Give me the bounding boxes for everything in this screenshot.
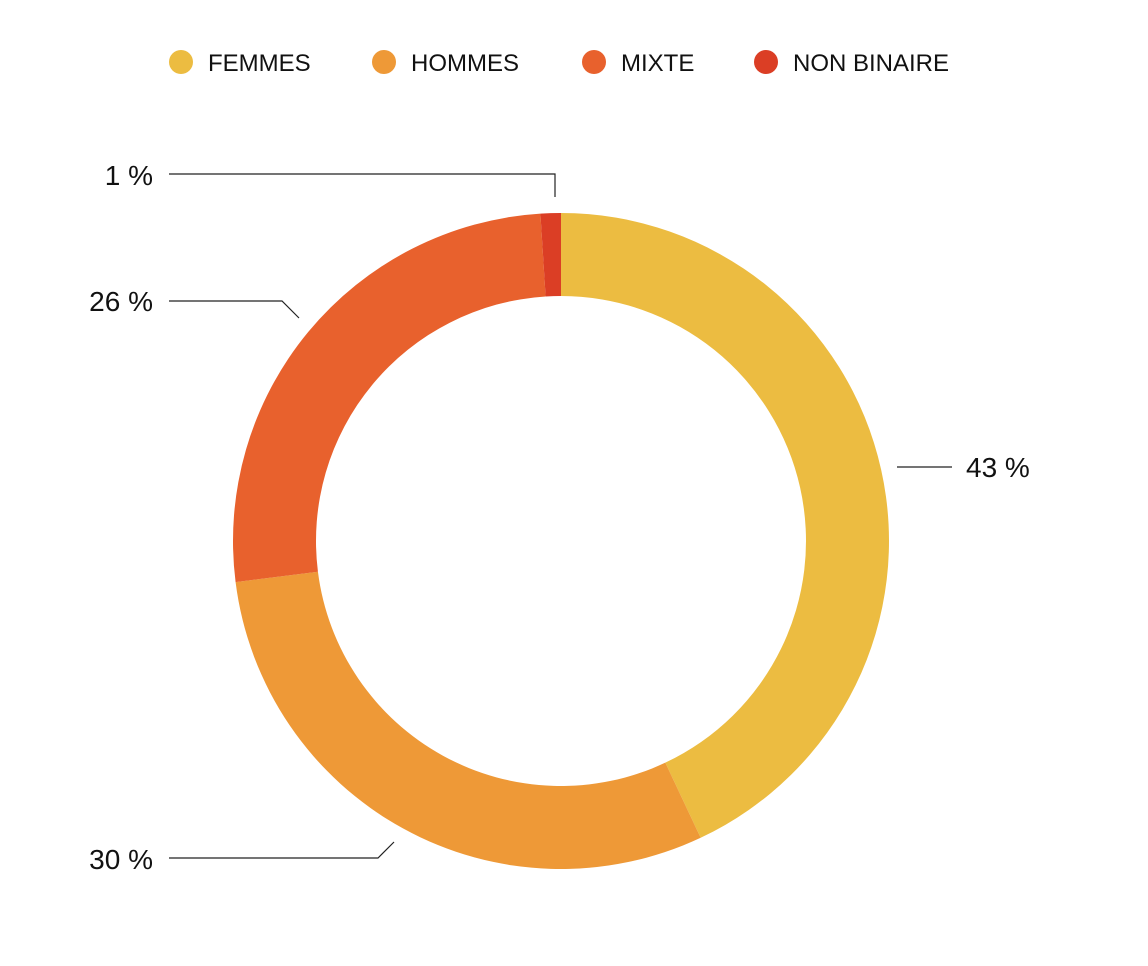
donut-slice-hommes[interactable]	[235, 571, 701, 869]
data-label-mixte: 26 %	[89, 286, 153, 317]
donut-slice-mixte[interactable]	[233, 213, 546, 583]
legend-label-femmes: FEMMES	[208, 50, 311, 77]
legend-swatch-femmes	[169, 50, 193, 74]
legend-item-mixte[interactable]: MIXTE	[582, 50, 694, 77]
legend-item-hommes[interactable]: HOMMES	[372, 50, 519, 77]
legend-swatch-mixte	[582, 50, 606, 74]
leader-line-mixte	[169, 300, 300, 319]
chart-legend: FEMMES HOMMES MIXTE NON BINAIRE	[169, 50, 949, 77]
legend-swatch-hommes	[372, 50, 396, 74]
percentage-labels: 43 % 30 % 26 % 1 %	[89, 160, 1030, 875]
leader-line-hommes	[169, 841, 395, 859]
legend-swatch-non-binaire	[754, 50, 778, 74]
legend-label-mixte: MIXTE	[621, 50, 694, 77]
legend-label-hommes: HOMMES	[411, 50, 519, 77]
label-leader-lines	[169, 173, 952, 859]
data-label-hommes: 30 %	[89, 844, 153, 875]
data-label-non-binaire: 1 %	[105, 160, 153, 191]
donut-slice-femmes[interactable]	[561, 213, 889, 838]
leader-line-non-binaire	[169, 173, 556, 197]
legend-item-femmes[interactable]: FEMMES	[169, 50, 311, 77]
data-label-femmes: 43 %	[966, 452, 1030, 483]
legend-item-non-binaire[interactable]: NON BINAIRE	[754, 50, 949, 77]
donut-slice-non-binaire[interactable]	[540, 213, 561, 297]
legend-label-non-binaire: NON BINAIRE	[793, 50, 949, 77]
donut-slices	[233, 213, 889, 869]
